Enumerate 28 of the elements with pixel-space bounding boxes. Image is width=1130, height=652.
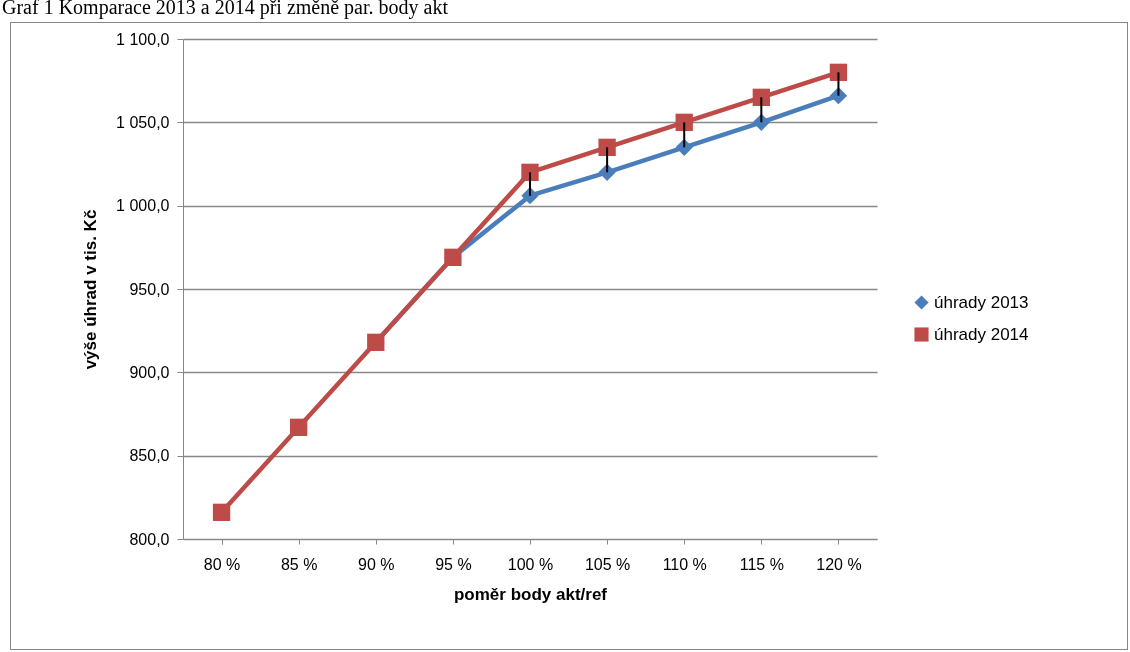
y-tick-label: 800,0 — [129, 530, 170, 548]
x-tick-label: 85 % — [280, 555, 318, 573]
x-tick-label: 115 % — [739, 555, 784, 573]
x-tick-label: 100 % — [507, 555, 554, 573]
point — [829, 63, 848, 81]
legend-label: úhrady 2013 — [934, 292, 1029, 312]
point — [521, 163, 539, 181]
y-tick-label: 1 050,0 — [116, 113, 170, 131]
legend-label: úhrady 2014 — [934, 324, 1029, 344]
point — [752, 88, 770, 106]
x-tick-label: 120 % — [816, 555, 862, 573]
x-tick-label: 90 % — [358, 555, 395, 573]
chart-title: Graf 1 Komparace 2013 a 2014 při změně par. body akt — [2, 0, 448, 19]
x-axis-title: poměr body akt/ref — [453, 584, 608, 604]
point — [675, 113, 693, 131]
x-tick-label: 95 % — [435, 555, 472, 573]
y-tick-label: 950,0 — [129, 280, 170, 298]
x-tick-label: 80 % — [203, 555, 241, 573]
y-tick-label: 850,0 — [129, 447, 170, 465]
point — [290, 418, 308, 436]
y-tick-label: 900,0 — [129, 363, 170, 381]
point — [212, 503, 231, 521]
y-axis-title: výše úhrad v tis. Kč — [81, 209, 101, 370]
x-tick-label: 105 % — [584, 555, 631, 573]
y-tick-label: 1 000,0 — [116, 197, 170, 215]
x-tick-label: 110 % — [662, 555, 707, 573]
point — [598, 138, 616, 156]
y-tick-label: 1 100,0 — [116, 30, 170, 48]
